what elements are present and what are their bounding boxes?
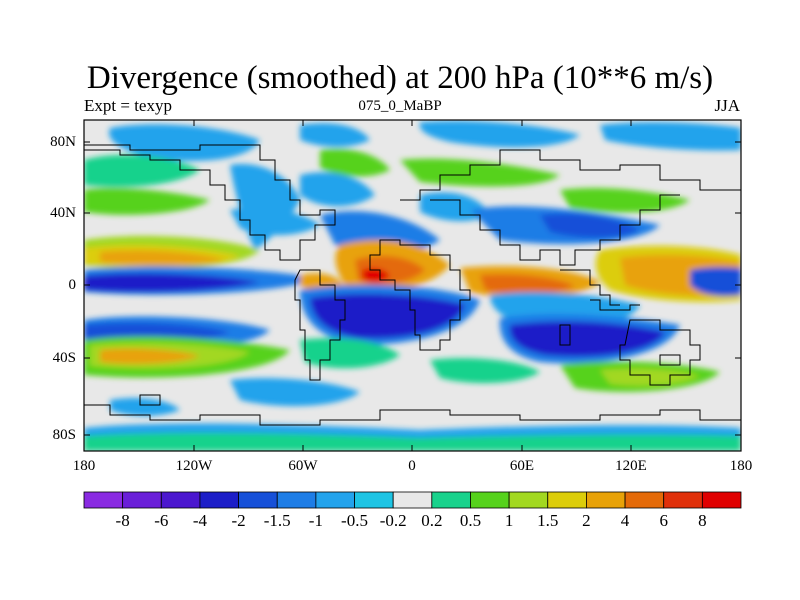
experiment-label: Expt = texyp xyxy=(84,96,172,115)
colorbar-swatch xyxy=(238,491,278,509)
x-tick-label: 180 xyxy=(729,458,753,474)
colorbar-swatch xyxy=(431,491,471,509)
contour-field xyxy=(84,120,741,451)
coastlines xyxy=(84,144,741,426)
y-tick-label: 80N xyxy=(50,134,76,150)
colorbar-label: -0.2 xyxy=(379,511,407,530)
x-tick-label: 0 xyxy=(408,458,416,474)
period-label: 075_0_MaBP xyxy=(358,98,442,114)
colorbar-swatch xyxy=(624,491,665,509)
colorbar-swatch xyxy=(276,491,317,509)
colorbar-swatch xyxy=(701,491,742,509)
colorbar-label: -1 xyxy=(308,511,323,530)
y-tick-label: 80S xyxy=(52,427,76,443)
colorbar-label: 1 xyxy=(504,511,514,530)
colorbar-swatch xyxy=(547,491,587,509)
colorbar-swatch xyxy=(586,491,626,509)
colorbar-swatch xyxy=(122,491,162,509)
colorbar-label: -6 xyxy=(154,511,169,530)
colorbar-swatch xyxy=(508,491,549,509)
colorbar-swatch xyxy=(470,491,510,509)
colorbar-label: 4 xyxy=(620,511,630,530)
y-tick-label: 40S xyxy=(52,350,76,366)
x-tick-label: 120E xyxy=(615,458,647,474)
colorbar-swatch xyxy=(354,491,394,509)
contour-shading xyxy=(84,120,741,451)
colorbar-label: 1.5 xyxy=(537,511,559,530)
colorbar-label: 2 xyxy=(582,511,591,530)
x-tick-label: 120W xyxy=(175,458,213,474)
colorbar xyxy=(83,491,742,509)
axis-ticks xyxy=(84,120,741,451)
y-tick-label: 0 xyxy=(68,277,77,293)
colorbar-swatch xyxy=(199,491,239,509)
colorbar-swatch xyxy=(83,491,124,509)
colorbar-label: 8 xyxy=(698,511,707,530)
x-tick-label: 180 xyxy=(72,458,96,474)
colorbar-swatch xyxy=(663,491,703,509)
colorbar-label: 6 xyxy=(659,511,668,530)
colorbar-label: -1.5 xyxy=(263,511,291,530)
colorbar-label: -0.5 xyxy=(341,511,368,530)
colorbar-label: -2 xyxy=(231,511,246,530)
colorbar-swatch xyxy=(315,491,355,509)
colorbar-label: 0.2 xyxy=(421,511,443,530)
colorbar-label: -4 xyxy=(192,511,208,530)
x-tick-label: 60E xyxy=(509,458,535,474)
colorbar-label: 0.5 xyxy=(459,511,482,530)
colorbar-label: -8 xyxy=(115,511,130,530)
season-label: JJA xyxy=(714,96,740,115)
colorbar-swatch xyxy=(392,491,433,509)
x-tick-label: 60W xyxy=(288,458,318,474)
plot-title: Divergence (smoothed) at 200 hPa (10**6 … xyxy=(86,60,714,96)
colorbar-swatch xyxy=(160,491,201,509)
y-tick-label: 40N xyxy=(50,205,76,221)
